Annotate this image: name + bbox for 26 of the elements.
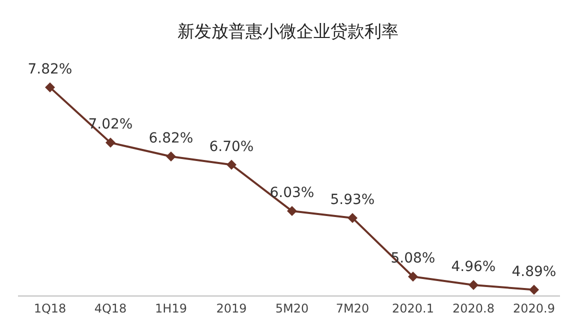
point	[45, 82, 55, 92]
x-tick-label: 2020.1	[392, 302, 434, 316]
point	[408, 272, 418, 282]
x-tick-label: 2020.9	[513, 302, 555, 316]
data-label: 4.89%	[512, 264, 556, 280]
data-label: 5.93%	[330, 192, 375, 208]
x-tick-label: 4Q18	[94, 302, 127, 316]
point	[348, 212, 358, 223]
data-label: 6.03%	[270, 185, 314, 202]
point	[287, 206, 297, 216]
x-tick-label: 1Q18	[34, 302, 66, 316]
point	[226, 160, 236, 170]
chart-title: 新发放普惠小微企业贷款利率	[176, 21, 400, 43]
x-tick-label: 2019	[216, 302, 247, 316]
point	[529, 284, 539, 295]
point	[106, 138, 116, 148]
x-tick-label: 2020.8	[452, 302, 494, 316]
point	[166, 151, 176, 162]
point	[468, 280, 478, 290]
x-tick-label: 1H19	[155, 302, 187, 316]
x-tick-label: 5M20	[275, 302, 309, 316]
data-label: 4.96%	[451, 258, 496, 275]
x-tick-label: 7M20	[336, 302, 370, 316]
data-label: 7.82%	[28, 61, 72, 78]
data-label: 6.70%	[209, 138, 254, 155]
data-label: 6.82%	[148, 130, 194, 146]
